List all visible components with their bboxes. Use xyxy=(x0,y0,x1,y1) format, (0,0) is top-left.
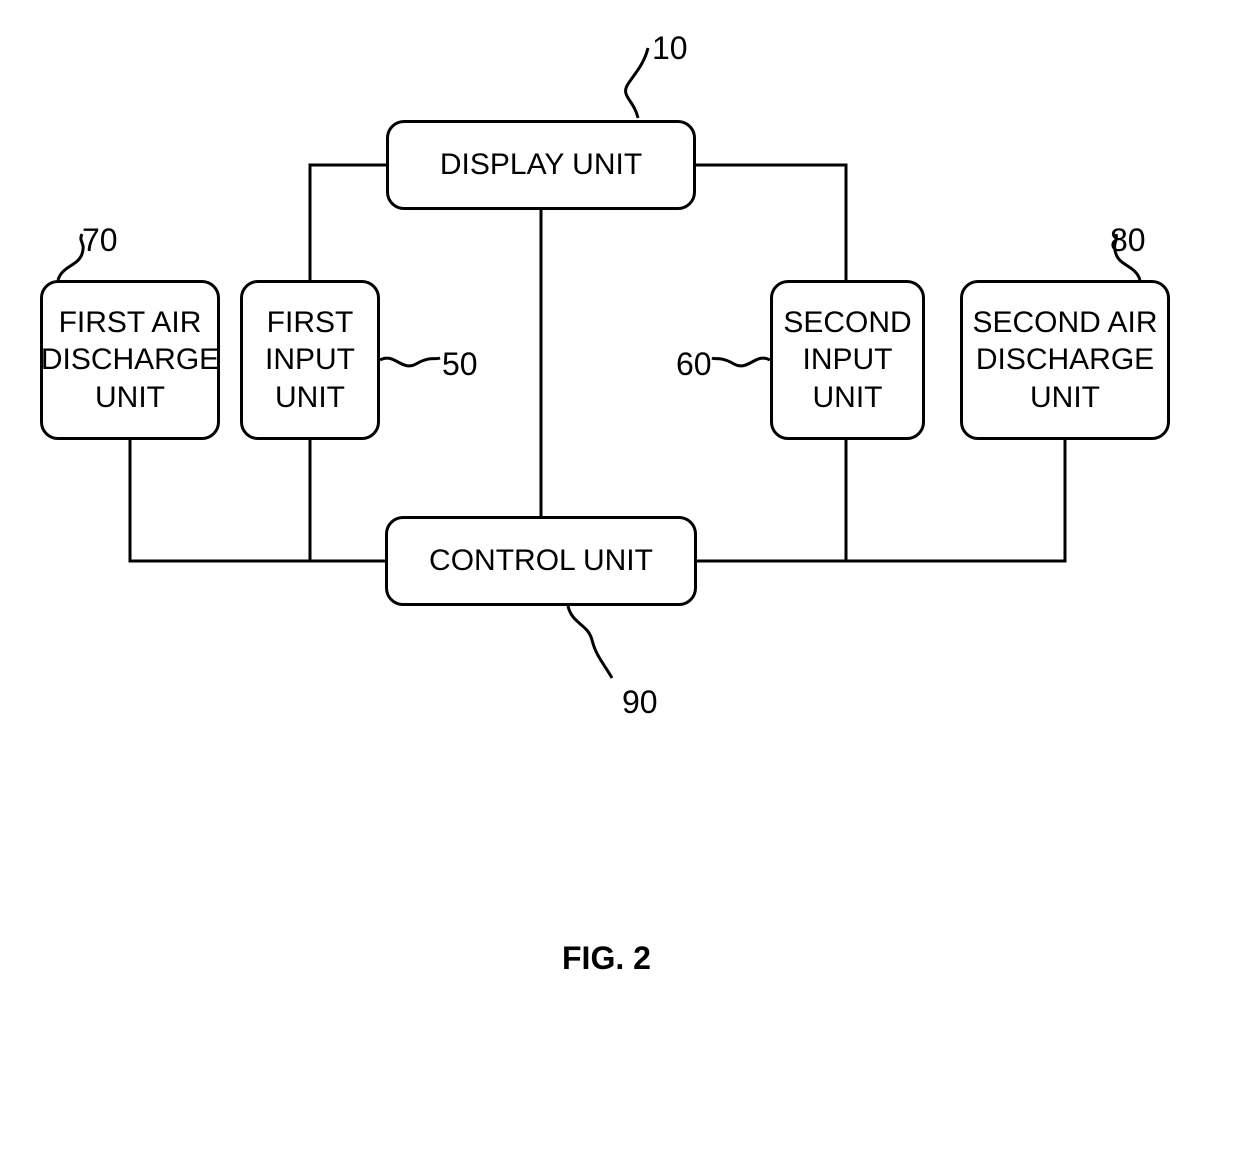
node-secondIn: SECOND INPUT UNIT xyxy=(770,280,925,440)
edge-firstIn-control xyxy=(310,440,385,561)
figure-caption: FIG. 2 xyxy=(562,940,651,977)
leader-display xyxy=(626,48,648,118)
ref-secondIn: 60 xyxy=(676,346,712,383)
leader-control xyxy=(568,606,612,678)
node-firstAir: FIRST AIR DISCHARGE UNIT xyxy=(40,280,220,440)
diagram-canvas: FIG. 2 DISPLAY UNIT FIRST AIR DISCHARGE U… xyxy=(0,0,1240,1163)
ref-display: 10 xyxy=(652,30,688,67)
leader-firstIn xyxy=(380,358,440,366)
leader-secondIn xyxy=(712,358,770,366)
edge-firstAir-control xyxy=(130,440,385,561)
ref-secondAir: 80 xyxy=(1110,222,1146,259)
node-firstIn: FIRST INPUT UNIT xyxy=(240,280,380,440)
leader-firstAir xyxy=(58,234,83,280)
edge-display-secondIn xyxy=(696,165,846,280)
edge-display-firstIn xyxy=(310,165,386,280)
ref-firstAir: 70 xyxy=(82,222,118,259)
edge-secondAir-control xyxy=(697,440,1065,561)
node-display: DISPLAY UNIT xyxy=(386,120,696,210)
ref-control: 90 xyxy=(622,684,658,721)
edge-secondIn-control xyxy=(697,440,846,561)
ref-firstIn: 50 xyxy=(442,346,478,383)
node-secondAir: SECOND AIR DISCHARGE UNIT xyxy=(960,280,1170,440)
node-control: CONTROL UNIT xyxy=(385,516,697,606)
